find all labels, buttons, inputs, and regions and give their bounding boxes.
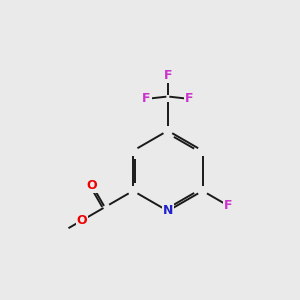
Text: F: F xyxy=(185,92,194,105)
Text: F: F xyxy=(142,92,151,105)
Text: F: F xyxy=(164,69,172,82)
Text: N: N xyxy=(163,204,173,218)
Text: O: O xyxy=(87,179,98,192)
Text: F: F xyxy=(224,199,232,212)
Text: O: O xyxy=(77,214,87,227)
